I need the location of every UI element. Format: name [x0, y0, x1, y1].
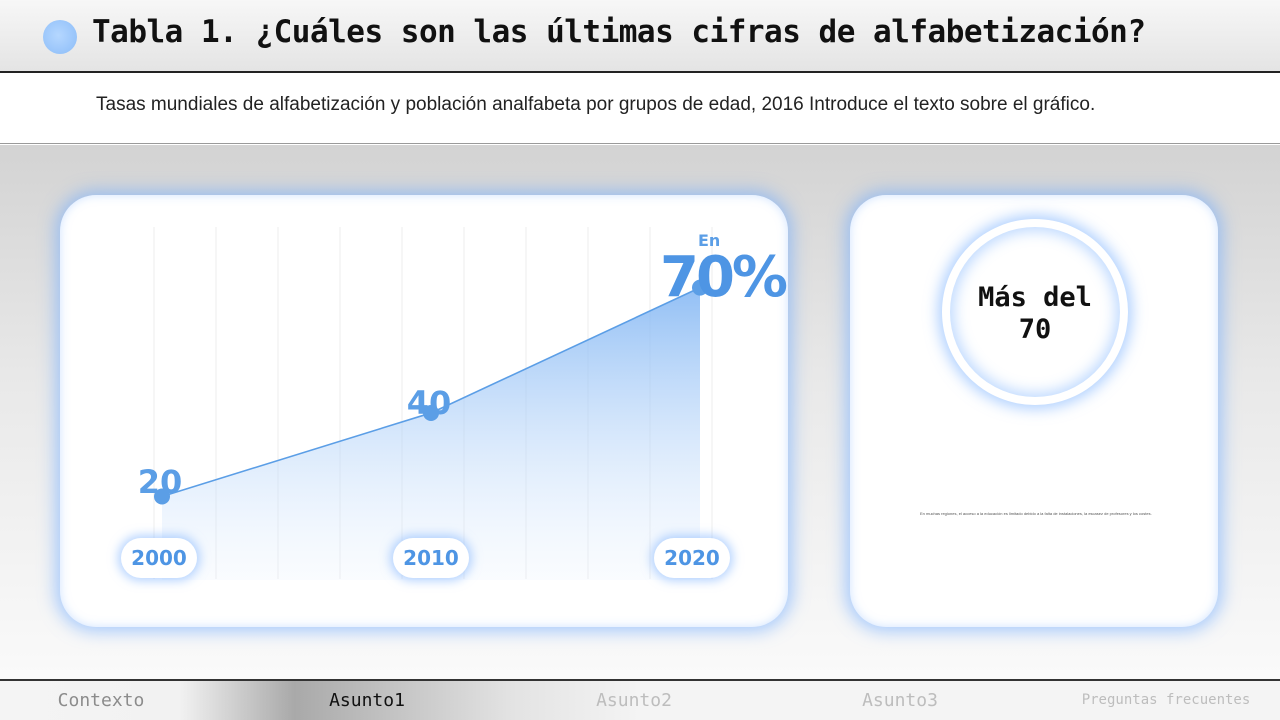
line-chart — [153, 227, 713, 580]
data-point-2020 — [692, 279, 708, 296]
chart-subtitle: Tasas mundiales de alfabetización y pobl… — [96, 94, 1096, 115]
info-note: En muchas regiones, el acceso a la educa… — [920, 511, 1152, 516]
bottom-nav: Contexto Asunto1 Asunto2 Asunto3 Pregunt… — [0, 679, 1280, 720]
data-point-2000 — [154, 488, 170, 505]
highlight-value: 70% — [660, 245, 788, 310]
year-pill-2020: 2020 — [654, 538, 730, 578]
nav-asunto1[interactable]: Asunto1 — [329, 690, 405, 711]
chart-card: 20 40 En 70% 2000 2010 2020 — [60, 195, 788, 627]
nav-contexto[interactable]: Contexto — [57, 690, 145, 711]
page-title: Tabla 1. ¿Cuáles son las últimas cifras … — [92, 14, 1146, 50]
nav-asunto3[interactable]: Asunto3 — [862, 690, 938, 711]
subtitle-band: Tasas mundiales de alfabetización y pobl… — [0, 74, 1280, 144]
series-area — [162, 287, 700, 580]
content-area: 20 40 En 70% 2000 2010 2020 Más del 70 E… — [0, 145, 1280, 679]
highlight-circle-text: Más del 70 — [942, 282, 1128, 346]
highlight-circle: Más del 70 — [942, 219, 1128, 405]
title-bullet-icon — [43, 20, 77, 54]
highlight-prefix: En — [698, 231, 721, 250]
nav-preguntas-frecuentes[interactable]: Preguntas frecuentes — [1081, 692, 1251, 708]
year-pill-2010: 2010 — [393, 538, 469, 578]
data-label-2000: 20 — [137, 463, 183, 501]
headline-line-2: 70 — [1018, 314, 1052, 345]
nav-asunto2[interactable]: Asunto2 — [596, 690, 672, 711]
year-pill-2000: 2000 — [121, 538, 197, 578]
data-label-2010: 40 — [406, 384, 452, 422]
info-card: Más del 70 En muchas regiones, el acceso… — [850, 195, 1218, 627]
headline-line-1: Más del — [978, 282, 1092, 313]
header-bar: Tabla 1. ¿Cuáles son las últimas cifras … — [0, 0, 1280, 73]
highlight-circle-inner — [950, 227, 1120, 397]
data-point-2010 — [423, 404, 439, 421]
